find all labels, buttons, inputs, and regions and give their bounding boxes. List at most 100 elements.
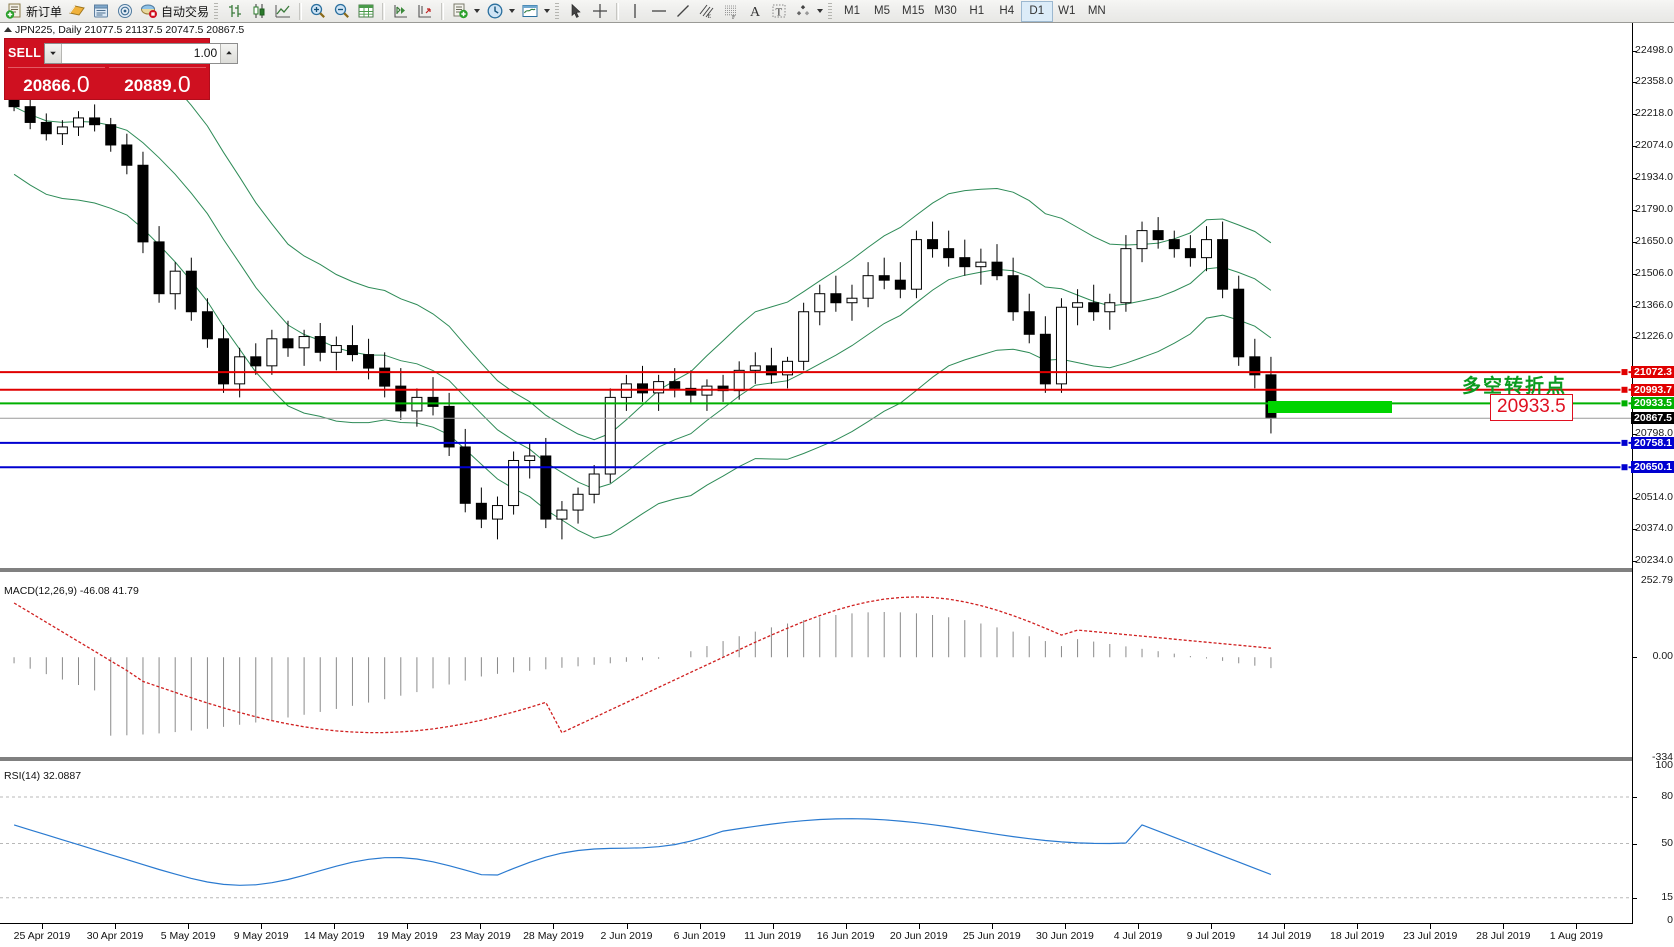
price-level-handle[interactable] [1620, 385, 1629, 394]
price-axis-tick [1633, 433, 1637, 435]
shapes-button[interactable] [791, 1, 826, 22]
collapse-icon[interactable] [4, 27, 12, 32]
toolbar-grip-2[interactable] [555, 2, 560, 20]
buy-button[interactable]: 20889 .0 [109, 67, 206, 96]
new-order-button[interactable]: 新订单 [2, 1, 65, 22]
symbol-header: JPN225, Daily 21077.5 21137.5 20747.5 20… [4, 24, 244, 36]
date-axis-tick [1284, 924, 1286, 929]
volume-input[interactable] [62, 46, 221, 60]
sell-button[interactable]: 20866 .0 [8, 67, 105, 96]
timeframe-button-m1[interactable]: M1 [844, 5, 861, 17]
price-axis-tick [1633, 177, 1637, 179]
timeframe-button-m30[interactable]: M30 [934, 5, 957, 17]
indicators-button[interactable] [448, 1, 483, 22]
volume-dropdown-button[interactable] [45, 43, 63, 63]
volume-increment-button[interactable] [220, 43, 238, 63]
rsi-axis-tick [1633, 797, 1637, 798]
price-level-handle[interactable] [1620, 399, 1629, 408]
data-window-button[interactable] [89, 1, 113, 22]
crosshair-button[interactable] [588, 1, 612, 22]
date-axis[interactable]: 25 Apr 2019 30 Apr 2019 5 May 2019 9 May 20… [0, 923, 1633, 947]
price-axis-label: 21790.0 [1635, 203, 1673, 216]
price-axis-tick [1633, 146, 1637, 148]
price-level-handle[interactable] [1620, 368, 1629, 377]
date-axis-tick [480, 924, 482, 929]
price-axis-label: 22074.0 [1635, 139, 1673, 152]
text-label-icon: T [772, 4, 786, 19]
bar-chart-button[interactable] [223, 1, 247, 22]
periods-caret-icon[interactable] [509, 9, 516, 13]
periods-button[interactable] [483, 1, 518, 22]
price-level-tag-last-price[interactable]: 20867.5 [1631, 412, 1674, 425]
toolbar-grip-1[interactable] [214, 2, 219, 20]
rsi-axis-label: 15 [1661, 890, 1673, 903]
date-axis-tick [42, 924, 43, 929]
price-level-tag-support[interactable]: 20650.1 [1631, 461, 1674, 474]
sell-price-integer: 20866 [23, 76, 71, 95]
chart-area[interactable]: JPN225, Daily 21077.5 21137.5 20747.5 20… [0, 23, 1674, 947]
zoom-out-button[interactable] [330, 1, 354, 22]
auto-scroll-icon [418, 5, 432, 18]
line-chart-button[interactable] [271, 1, 295, 22]
equidistant-channel-button[interactable]: E [695, 1, 719, 22]
horizontal-line-button[interactable] [647, 1, 671, 22]
price-level-tag-resistance[interactable]: 21072.3 [1631, 366, 1674, 379]
new-order-label: 新订单 [26, 4, 63, 19]
macd-histogram [13, 612, 1272, 736]
volume-stepper[interactable] [44, 42, 239, 64]
text-label-button[interactable]: T [767, 1, 791, 22]
symbol-header-text: JPN225, Daily 21077.5 21137.5 20747.5 20… [15, 24, 245, 36]
chart-canvas[interactable] [0, 23, 1633, 923]
navigator-button[interactable] [113, 1, 137, 22]
order-panel-top-row: SELL BUY [5, 39, 268, 67]
zoom-in-button[interactable] [306, 1, 330, 22]
candlestick-chart-button[interactable] [247, 1, 271, 22]
timeframe-button-d1[interactable]: D1 [1020, 0, 1053, 22]
date-axis-label: 11 Jun 2019 [744, 930, 802, 942]
svg-text:A: A [750, 5, 761, 20]
timeframe-button-h4[interactable]: H4 [999, 5, 1015, 17]
price-axis-label: 22498.0 [1635, 43, 1673, 56]
timeframe-button-m15[interactable]: M15 [902, 5, 925, 17]
shapes-caret-icon[interactable] [817, 9, 824, 13]
price-level-handle[interactable] [1620, 438, 1629, 447]
timeframe-button-w1[interactable]: W1 [1058, 5, 1076, 17]
auto-trading-button[interactable]: 自动交易 [137, 1, 212, 22]
templates-caret-icon[interactable] [544, 9, 551, 13]
price-axis-label: 22218.0 [1635, 106, 1673, 119]
price-level-tag-support[interactable]: 20758.1 [1631, 436, 1674, 449]
date-axis-tick [188, 924, 190, 929]
timeframe-button-mn[interactable]: MN [1087, 5, 1106, 17]
date-axis-tick [1430, 924, 1432, 929]
toolbar-separator-4 [616, 2, 620, 20]
price-axis[interactable]: 22498.0 22358.0 22218.0 22074.0 21934.0 21790… [1631, 23, 1674, 926]
text-icon: A [750, 5, 761, 20]
price-level-handle[interactable] [1620, 463, 1629, 472]
price-level-tag-resistance[interactable]: 20993.7 [1631, 383, 1674, 396]
text-button[interactable]: A [743, 1, 767, 22]
price-level-tag-pivot[interactable]: 20933.5 [1631, 397, 1674, 410]
templates-button[interactable] [65, 1, 89, 22]
templates-menu-button[interactable] [518, 1, 553, 22]
timeframe-button-h1[interactable]: H1 [969, 5, 985, 17]
buy-price-integer: 20889 [124, 76, 172, 95]
toolbar-grip-3[interactable] [828, 2, 833, 20]
price-axis-label: 20798.0 [1635, 426, 1673, 439]
fibonacci-button[interactable]: F [719, 1, 743, 22]
cursor-button[interactable] [564, 1, 588, 22]
vertical-line-icon [634, 4, 636, 18]
trendline-button[interactable] [671, 1, 695, 22]
price-annotation-box: 20933.5 [1490, 394, 1573, 421]
auto-scroll-button[interactable] [413, 1, 437, 22]
grid-button[interactable] [354, 1, 378, 22]
one-click-trading-panel[interactable]: SELL BUY 20866 .0 [4, 38, 268, 100]
date-axis-label: 1 Aug 2019 [1549, 930, 1603, 942]
indicators-caret-icon[interactable] [474, 9, 481, 13]
timeframe-button-m5[interactable]: M5 [874, 5, 891, 17]
macd-axis-label: 0.00 [1652, 650, 1673, 663]
main-toolbar: 新订单 [0, 0, 1674, 23]
vertical-line-button[interactable] [623, 1, 647, 22]
shift-end-button[interactable] [389, 1, 413, 22]
svg-text:E: E [708, 14, 712, 20]
